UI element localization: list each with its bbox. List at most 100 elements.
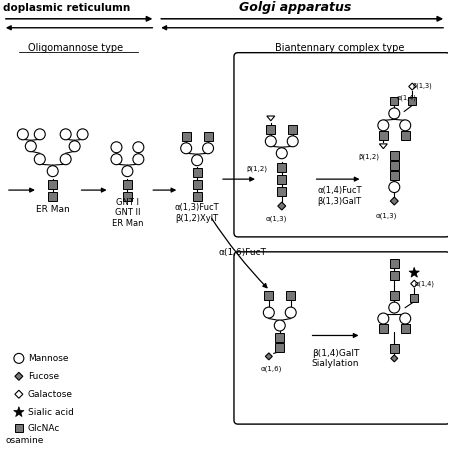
- Bar: [275, 343, 284, 352]
- Text: GlcNAc: GlcNAc: [28, 423, 60, 432]
- FancyBboxPatch shape: [234, 53, 449, 237]
- Text: β(1,2): β(1,2): [358, 154, 379, 160]
- Text: ER Man: ER Man: [36, 204, 70, 214]
- Polygon shape: [278, 202, 286, 210]
- Polygon shape: [267, 116, 275, 121]
- Bar: [193, 192, 202, 201]
- Circle shape: [111, 142, 122, 153]
- Text: α(1,4): α(1,4): [396, 94, 416, 101]
- Circle shape: [265, 136, 276, 147]
- Text: α(1,3)FucT
β(1,2)XylT: α(1,3)FucT β(1,2)XylT: [175, 203, 220, 223]
- Circle shape: [276, 148, 287, 158]
- Circle shape: [14, 353, 24, 363]
- Circle shape: [69, 141, 80, 152]
- Text: β(1,2): β(1,2): [247, 166, 267, 172]
- Text: α(1,6): α(1,6): [261, 365, 282, 372]
- Bar: [203, 132, 212, 141]
- Circle shape: [389, 108, 400, 119]
- Bar: [277, 187, 286, 196]
- Bar: [266, 125, 275, 134]
- Text: α(1,3): α(1,3): [376, 213, 397, 219]
- Bar: [193, 167, 202, 176]
- Polygon shape: [15, 390, 23, 398]
- Bar: [390, 260, 399, 268]
- Bar: [410, 294, 418, 302]
- Bar: [390, 344, 399, 353]
- Circle shape: [18, 129, 28, 140]
- Circle shape: [202, 143, 214, 154]
- Bar: [286, 291, 295, 300]
- Circle shape: [263, 307, 274, 318]
- Bar: [123, 180, 132, 189]
- Polygon shape: [390, 197, 398, 205]
- Circle shape: [192, 155, 202, 166]
- Bar: [408, 97, 416, 106]
- Circle shape: [400, 120, 411, 131]
- Circle shape: [378, 120, 389, 131]
- Text: osamine: osamine: [6, 436, 44, 445]
- Circle shape: [25, 141, 36, 152]
- Circle shape: [122, 166, 133, 176]
- Bar: [390, 271, 399, 280]
- Text: Sialic acid: Sialic acid: [28, 408, 74, 417]
- Text: Galactose: Galactose: [28, 390, 73, 399]
- Text: GNT I
GNT II
ER Man: GNT I GNT II ER Man: [112, 198, 143, 228]
- Bar: [401, 324, 410, 333]
- Bar: [277, 175, 286, 184]
- Bar: [275, 333, 284, 342]
- Text: α(1,4)FucT
β(1,3)GalT: α(1,4)FucT β(1,3)GalT: [317, 186, 362, 206]
- Bar: [193, 180, 202, 189]
- Bar: [401, 131, 410, 140]
- Bar: [15, 424, 23, 432]
- Text: Biantennary complex type: Biantennary complex type: [275, 43, 404, 53]
- Bar: [182, 132, 191, 141]
- Circle shape: [285, 307, 296, 318]
- Polygon shape: [391, 355, 398, 362]
- Circle shape: [34, 154, 45, 165]
- Bar: [277, 163, 286, 172]
- Circle shape: [60, 154, 71, 165]
- Polygon shape: [265, 353, 272, 360]
- Bar: [123, 192, 132, 201]
- Polygon shape: [13, 407, 24, 417]
- Bar: [379, 131, 388, 140]
- Circle shape: [274, 320, 285, 331]
- Circle shape: [378, 313, 389, 324]
- Text: α(1,4): α(1,4): [414, 281, 434, 287]
- Circle shape: [133, 154, 144, 165]
- Bar: [390, 97, 398, 106]
- Text: Mannose: Mannose: [28, 354, 68, 363]
- Bar: [48, 192, 57, 201]
- Circle shape: [47, 166, 58, 176]
- Circle shape: [77, 129, 88, 140]
- Text: α(1,3): α(1,3): [266, 216, 287, 222]
- Polygon shape: [379, 144, 387, 149]
- Text: β(1,3): β(1,3): [412, 82, 432, 89]
- Bar: [48, 180, 57, 189]
- Circle shape: [287, 136, 298, 147]
- Bar: [390, 171, 399, 180]
- Circle shape: [389, 182, 400, 193]
- Circle shape: [133, 142, 144, 153]
- Bar: [390, 161, 399, 170]
- Polygon shape: [409, 267, 419, 277]
- Bar: [390, 291, 399, 300]
- Circle shape: [34, 129, 45, 140]
- Polygon shape: [409, 83, 416, 90]
- Text: β(1,4)GalT
Sialylation: β(1,4)GalT Sialylation: [312, 349, 359, 368]
- Text: Fucose: Fucose: [28, 372, 59, 381]
- Circle shape: [389, 302, 400, 313]
- Circle shape: [400, 313, 411, 324]
- Bar: [379, 324, 388, 333]
- Circle shape: [60, 129, 71, 140]
- Text: doplasmic reticulumn: doplasmic reticulumn: [3, 3, 130, 13]
- Circle shape: [180, 143, 192, 154]
- Text: α(1,6)FucT: α(1,6)FucT: [218, 248, 266, 257]
- Bar: [288, 125, 297, 134]
- Bar: [264, 291, 273, 300]
- Circle shape: [111, 154, 122, 165]
- Polygon shape: [411, 280, 418, 287]
- Bar: [390, 151, 399, 160]
- Text: Oligomannose type: Oligomannose type: [28, 43, 123, 53]
- Polygon shape: [15, 372, 23, 380]
